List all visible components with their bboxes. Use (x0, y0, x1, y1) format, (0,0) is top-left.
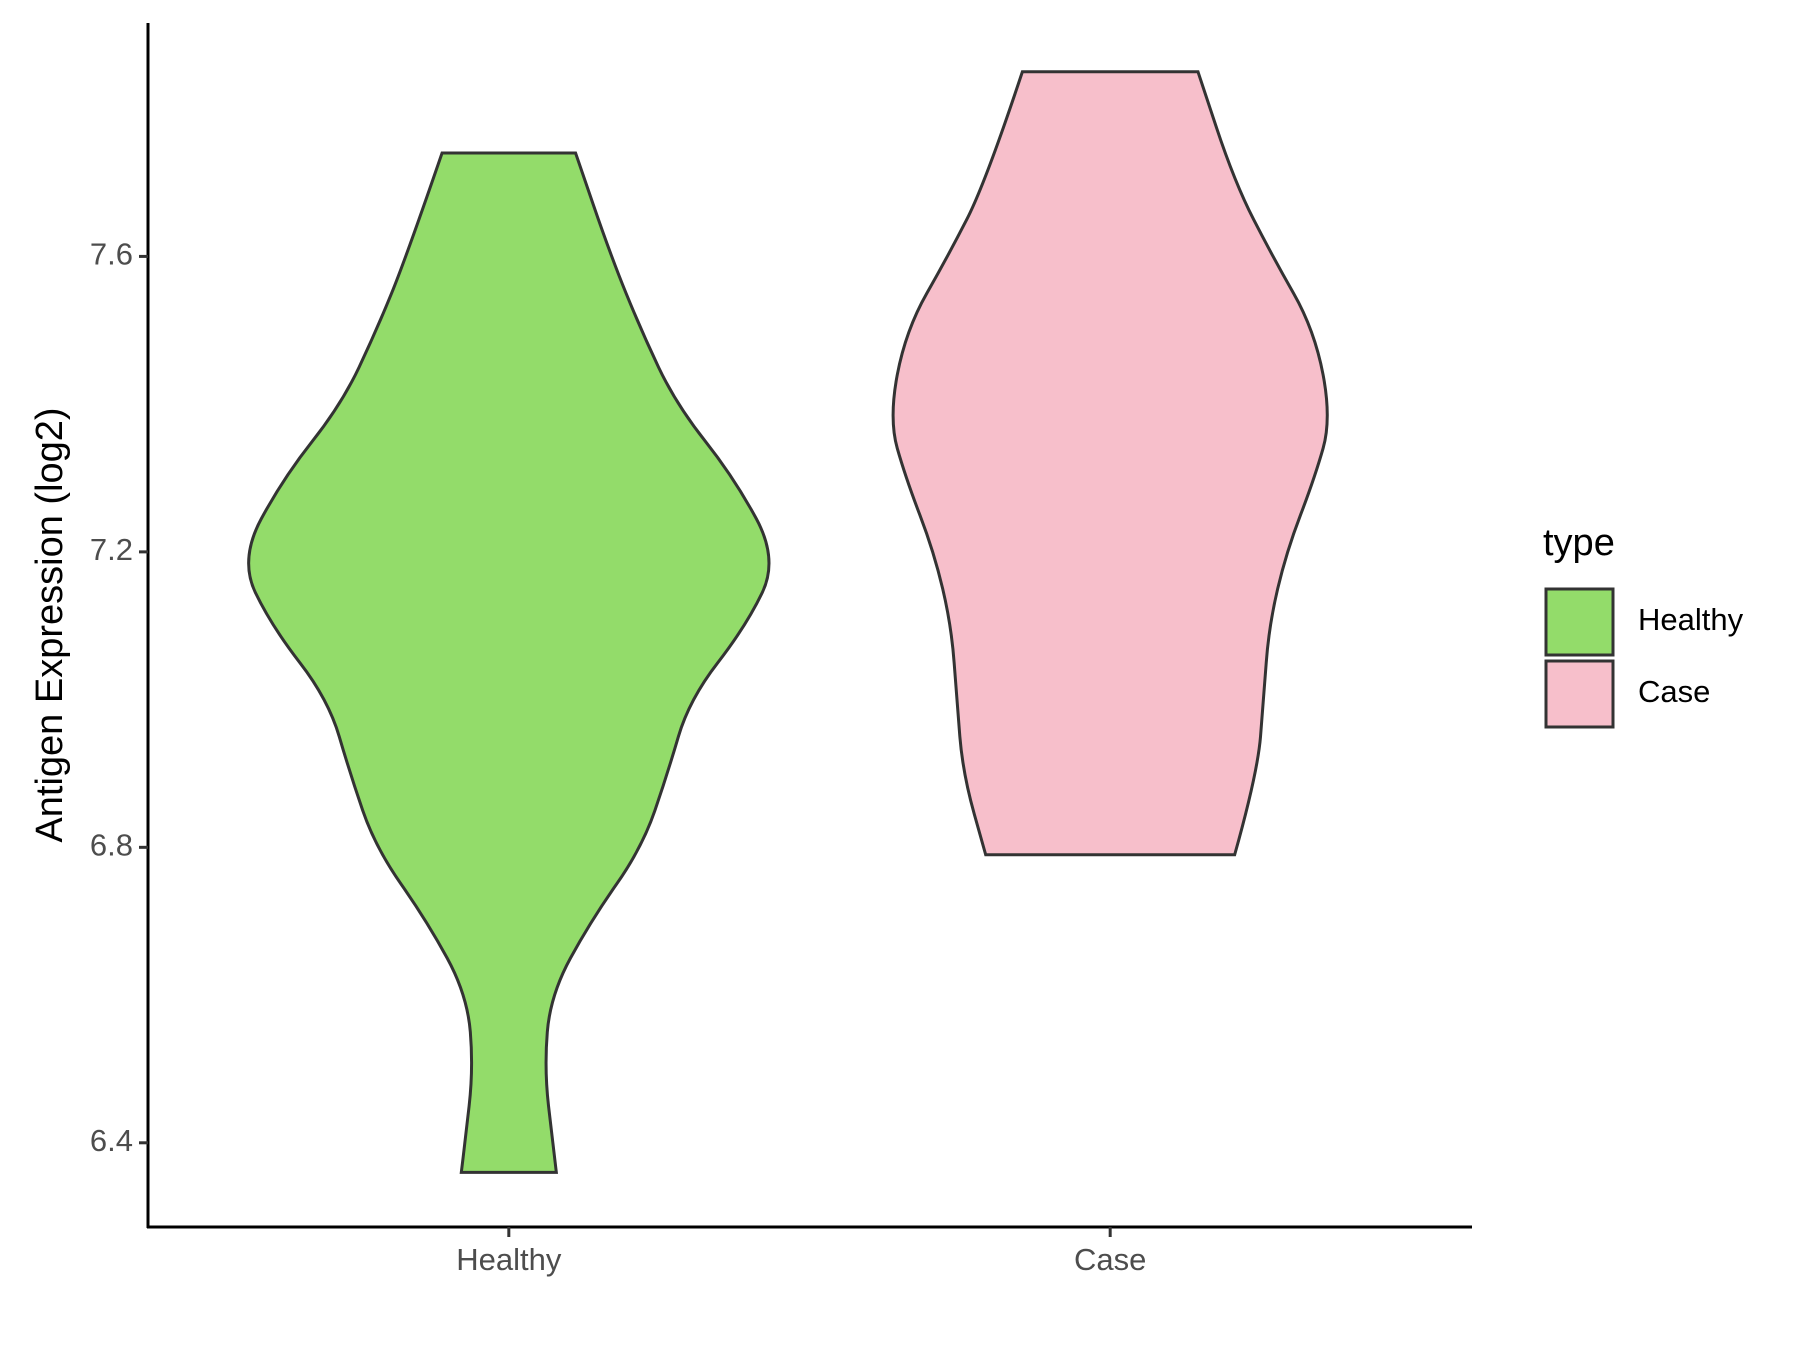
x-tick-label: Case (1074, 1242, 1146, 1277)
legend-key (1544, 587, 1615, 657)
legend-key (1544, 659, 1615, 729)
legend-label: Case (1638, 674, 1710, 709)
y-tick-label: 7.2 (90, 532, 133, 567)
y-tick-label: 6.4 (90, 1123, 133, 1158)
violin (247, 151, 771, 1174)
y-axis-title: Antigen Expression (log2) (29, 407, 71, 842)
x-tick-label: Healthy (456, 1242, 562, 1277)
legend-label: Healthy (1638, 602, 1744, 637)
y-tick-label: 6.8 (90, 828, 133, 863)
y-tick-label: 7.6 (90, 237, 133, 272)
legend-title: type (1543, 522, 1615, 564)
violin (891, 70, 1329, 857)
